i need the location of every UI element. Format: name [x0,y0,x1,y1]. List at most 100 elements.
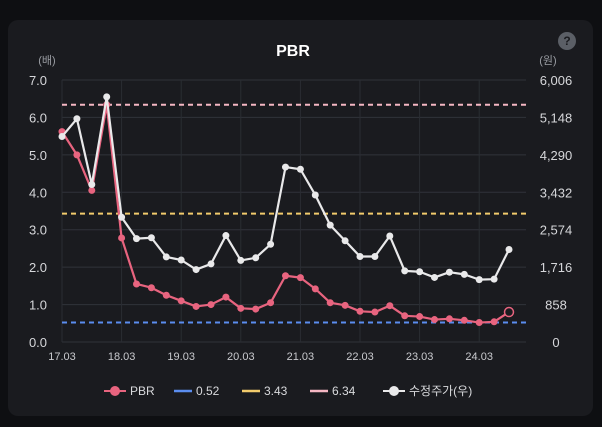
chart-title: PBR [276,43,310,60]
price-line [61,95,510,281]
price-point [431,273,438,281]
pbr-point [237,304,245,312]
right-tick-label: 0 [552,335,559,350]
pbr-point [296,274,304,282]
left-tick-label: 5.0 [29,148,47,163]
left-axis-unit: (배) [38,54,55,67]
price-point [356,252,364,260]
pbr-point [490,318,498,326]
price-point [401,267,409,275]
pbr-point [416,313,424,321]
price-point [73,115,81,123]
x-tick-label: 17.03 [48,351,76,363]
price-point [103,93,111,101]
pbr-point [311,285,319,293]
x-tick-label: 18.03 [108,351,136,363]
price-point [252,254,260,262]
left-tick-label: 1.0 [29,298,47,313]
pbr-point [371,308,379,316]
right-tick-label: 4,290 [540,148,573,163]
legend-label[interactable]: PBR [130,384,155,398]
right-tick-label: 3,432 [540,185,573,200]
x-tick-label: 23.03 [406,351,434,363]
pbr-point [207,301,215,309]
pbr-point [326,299,334,307]
price-point [490,275,498,283]
pbr-point [503,306,515,318]
price-point [267,240,275,248]
price-point [192,266,200,274]
price-point [118,213,126,221]
left-tick-label: 4.0 [29,185,47,200]
right-tick-label: 2,574 [540,223,573,238]
price-point [207,260,215,268]
left-tick-label: 3.0 [29,223,47,238]
price-point [222,232,230,240]
pbr-point [431,316,438,324]
legend-swatch-dot [110,386,120,396]
price-point [371,252,379,260]
price-point [237,256,245,264]
grid [61,79,526,343]
pbr-point [282,272,289,280]
price-point [445,268,453,276]
help-icon[interactable]: ? [558,32,576,50]
axis-ticks: 7.0 6,006 6.0 5,148 5.0 4,290 4.0 3,432 3.0 2,574… [29,73,572,363]
pbr-point [88,186,96,194]
legend[interactable]: PBR 0.52 3.43 6.34 수정주가(우) [104,384,472,398]
legend-item[interactable]: PBR [104,384,155,398]
legend-label[interactable]: 수정주가(우) [409,384,472,398]
price-point [147,234,155,242]
price-point [296,165,304,173]
right-tick-label: 5,148 [540,110,573,125]
price-point [133,235,140,243]
legend-item[interactable]: 6.34 [310,384,356,398]
legend-swatch-dot [389,386,399,396]
legend-item[interactable]: 3.43 [242,384,288,398]
pbr-point [267,299,275,307]
legend-item[interactable]: 수정주가(우) [383,384,472,398]
price-point [475,276,483,284]
left-tick-label: 6.0 [29,110,47,125]
price-point [282,163,289,171]
legend-label[interactable]: 0.52 [196,384,220,398]
pbr-point [162,291,170,299]
pbr-point [341,301,349,309]
legend-item[interactable]: 0.52 [174,384,220,398]
price-point [341,237,349,245]
price-point [416,268,424,276]
price-point [177,256,185,264]
left-tick-label: 2.0 [29,260,47,275]
legend-label[interactable]: 6.34 [332,384,356,398]
right-tick-label: 1,716 [540,260,573,275]
pbr-point [73,151,81,159]
x-tick-label: 20.03 [227,351,255,363]
x-tick-label: 19.03 [167,351,195,363]
price-point [326,221,334,229]
right-tick-label: 6,006 [540,73,573,88]
pbr-point [222,293,230,301]
right-tick-label: 858 [545,298,567,313]
pbr-point [147,284,155,292]
pbr-point [401,312,409,320]
pbr-point [192,302,200,310]
pbr-point [118,234,126,242]
pbr-point [445,315,453,323]
price-point [505,246,513,254]
x-tick-label: 21.03 [287,351,315,363]
x-tick-label: 24.03 [465,351,493,363]
pbr-point [386,302,394,310]
price-point [311,191,319,199]
legend-label[interactable]: 3.43 [264,384,288,398]
price-point [88,181,96,189]
pbr-point [460,316,468,324]
pbr-point [252,305,260,313]
right-axis-unit: (원) [539,54,556,67]
pbr-point [133,280,140,288]
price-point [162,253,170,261]
pbr-point [475,319,483,327]
price-point [386,232,394,240]
pbr-point [177,297,185,305]
plot-area [58,93,526,327]
